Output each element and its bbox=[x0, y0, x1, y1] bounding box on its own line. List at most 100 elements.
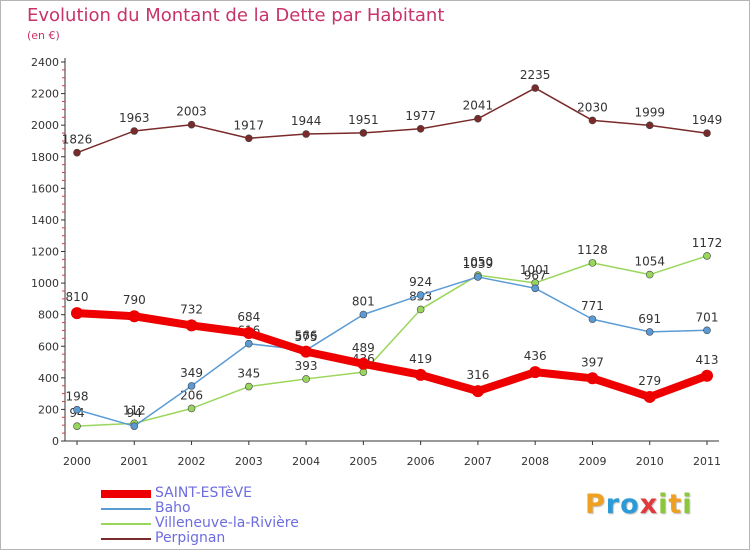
data-point bbox=[302, 130, 310, 138]
series-saint-esteve: 810 790 732 684 566 489 419 316 436 397 279 413 bbox=[66, 290, 719, 403]
data-point bbox=[474, 114, 482, 123]
data-label: 2235 bbox=[520, 68, 551, 82]
x-tick-label: 2001 bbox=[120, 455, 148, 468]
x-tick-label: 2009 bbox=[578, 455, 606, 468]
series-perpignan: 1826 1963 2003 1917 1944 1951 1977 2041 2235 2030… bbox=[62, 68, 723, 157]
y-tick-label: 200 bbox=[38, 403, 59, 416]
data-point bbox=[586, 372, 599, 385]
data-label: 566 bbox=[295, 329, 318, 343]
series-baho: 198943496165758019241039967771691701 bbox=[66, 257, 719, 430]
data-point bbox=[701, 369, 713, 382]
x-tick-label: 2010 bbox=[636, 455, 664, 468]
data-label: 1128 bbox=[577, 243, 608, 257]
data-point bbox=[73, 148, 81, 157]
logo-letter: i bbox=[658, 489, 669, 520]
series-line bbox=[73, 309, 711, 401]
data-label: 684 bbox=[237, 310, 260, 324]
data-label: 436 bbox=[524, 349, 547, 363]
logo-letter: r bbox=[605, 489, 621, 520]
data-point bbox=[643, 390, 656, 403]
legend-swatch bbox=[101, 523, 151, 525]
y-tick-label: 600 bbox=[38, 340, 59, 353]
y-tick-label: 1600 bbox=[31, 182, 59, 195]
data-point bbox=[187, 120, 196, 129]
data-label: 1001 bbox=[520, 263, 551, 277]
data-label: 732 bbox=[180, 302, 203, 316]
data-point bbox=[588, 315, 597, 324]
data-label: 419 bbox=[409, 352, 432, 366]
data-point bbox=[245, 134, 253, 143]
data-point bbox=[416, 124, 425, 133]
x-tick-label: 2004 bbox=[292, 455, 320, 468]
data-point bbox=[185, 319, 198, 332]
data-label: 1977 bbox=[405, 109, 436, 123]
data-point bbox=[245, 339, 253, 348]
y-tick-label: 1800 bbox=[31, 151, 59, 164]
data-label: 691 bbox=[638, 312, 661, 326]
data-label: 393 bbox=[295, 359, 318, 373]
data-label: 397 bbox=[581, 355, 604, 369]
data-label: 345 bbox=[237, 367, 260, 381]
y-tick-label: 800 bbox=[38, 309, 59, 322]
data-label: 1949 bbox=[692, 113, 723, 127]
data-point bbox=[703, 252, 711, 260]
data-label: 112 bbox=[123, 403, 146, 417]
legend-swatch bbox=[101, 538, 151, 540]
data-point bbox=[645, 121, 654, 130]
y-tick-label: 0 bbox=[52, 435, 59, 448]
data-point bbox=[531, 84, 539, 92]
data-point bbox=[474, 273, 482, 281]
data-label: 1172 bbox=[692, 236, 723, 250]
y-tick-label: 1200 bbox=[31, 246, 59, 259]
data-point bbox=[531, 284, 539, 293]
data-label: 701 bbox=[696, 310, 719, 324]
chart-subtitle: (en €) bbox=[27, 29, 60, 42]
series-line bbox=[76, 276, 708, 427]
data-point bbox=[359, 310, 368, 319]
data-label: 206 bbox=[180, 388, 203, 402]
data-point bbox=[414, 368, 427, 381]
data-label: 771 bbox=[581, 299, 604, 313]
logo-letter: x bbox=[639, 489, 659, 520]
x-tick-label: 2011 bbox=[693, 455, 721, 468]
proxiti-logo: Proxiti bbox=[585, 489, 693, 520]
logo-letter: P bbox=[585, 489, 606, 520]
data-label: 1039 bbox=[463, 257, 494, 271]
data-point bbox=[588, 259, 597, 267]
y-tick-label: 2400 bbox=[31, 56, 59, 69]
data-label: 1826 bbox=[62, 133, 93, 147]
data-label: 279 bbox=[638, 374, 661, 388]
data-label: 94 bbox=[127, 406, 142, 420]
data-label: 810 bbox=[66, 290, 89, 304]
legend-label: Perpignan bbox=[155, 530, 226, 546]
data-label: 967 bbox=[524, 268, 547, 282]
data-label: 575 bbox=[295, 330, 318, 344]
data-label: 2003 bbox=[176, 105, 207, 119]
x-tick-label: 2005 bbox=[349, 455, 377, 468]
data-label: 801 bbox=[352, 295, 375, 309]
legend-swatch bbox=[101, 508, 151, 510]
data-label: 413 bbox=[696, 353, 719, 367]
data-label: 1054 bbox=[634, 255, 665, 269]
data-label: 1944 bbox=[291, 114, 322, 128]
data-point bbox=[187, 404, 196, 413]
legend-label: SAINT-ESTèVE bbox=[155, 485, 252, 501]
data-label: 489 bbox=[352, 341, 375, 355]
x-tick-label: 2008 bbox=[521, 455, 549, 468]
data-label: 2041 bbox=[463, 99, 494, 113]
y-tick-label: 1000 bbox=[31, 277, 59, 290]
data-point bbox=[245, 382, 253, 391]
data-label: 2030 bbox=[577, 100, 608, 114]
chart-title: Evolution du Montant de la Dette par Hab… bbox=[27, 5, 445, 26]
logo-letter: o bbox=[620, 489, 640, 520]
data-point bbox=[588, 116, 597, 125]
data-point bbox=[130, 422, 139, 430]
data-point bbox=[645, 270, 654, 279]
data-point bbox=[187, 382, 196, 390]
y-tick-label: 1400 bbox=[31, 214, 59, 227]
series-line bbox=[76, 87, 708, 154]
x-tick-label: 2007 bbox=[464, 455, 492, 468]
legend-label: Baho bbox=[155, 500, 191, 516]
